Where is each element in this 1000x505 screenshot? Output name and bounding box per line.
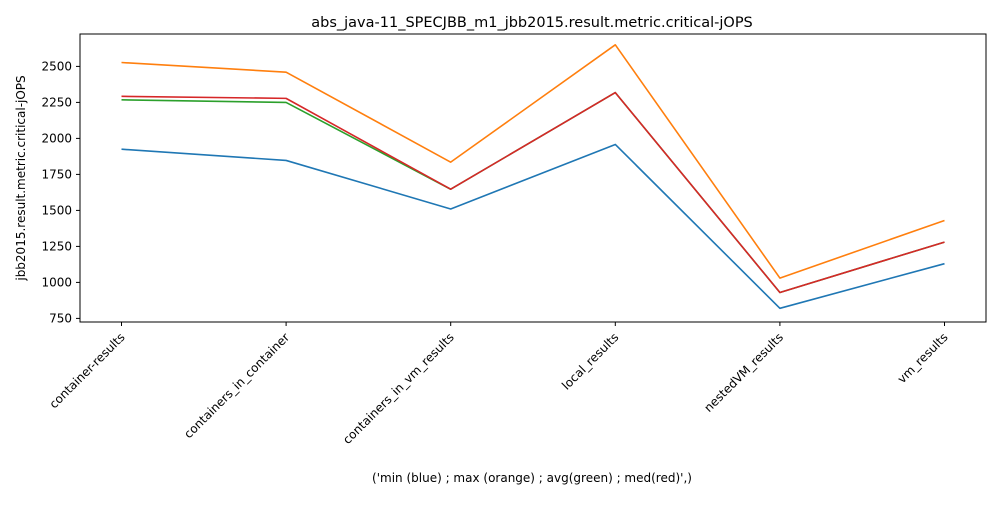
x-tick-label: containers_in_container xyxy=(181,330,292,441)
x-axis-label: ('min (blue) ; max (orange) ; avg(green)… xyxy=(372,471,692,485)
y-tick-label: 1500 xyxy=(41,203,72,217)
series-line-0 xyxy=(121,143,945,310)
x-tick-label: nestedVM_results xyxy=(701,330,786,415)
chart-title: abs_java-11_SPECJBB_m1_jbb2015.result.me… xyxy=(311,15,753,31)
y-tick-label: 2500 xyxy=(41,59,72,73)
series-line-2 xyxy=(121,91,945,294)
x-tick-label: local_results xyxy=(559,330,621,392)
y-tick-label: 2000 xyxy=(41,131,72,145)
x-tick-label: vm_results xyxy=(895,330,951,386)
y-axis-label: jbb2015.result.metric.critical-jOPS xyxy=(14,75,28,281)
y-tick-label: 1750 xyxy=(41,167,72,181)
series-line-3 xyxy=(121,91,945,294)
series-line-1 xyxy=(121,43,945,279)
y-tick-label: 1000 xyxy=(41,275,72,289)
x-tick-label: containers_in_vm_results xyxy=(340,330,457,447)
y-tick-label: 2250 xyxy=(41,95,72,109)
y-tick-label: 750 xyxy=(49,311,72,325)
x-tick-label: container-results xyxy=(47,330,128,411)
plot-area-frame xyxy=(79,33,987,323)
y-tick-label: 1250 xyxy=(41,239,72,253)
